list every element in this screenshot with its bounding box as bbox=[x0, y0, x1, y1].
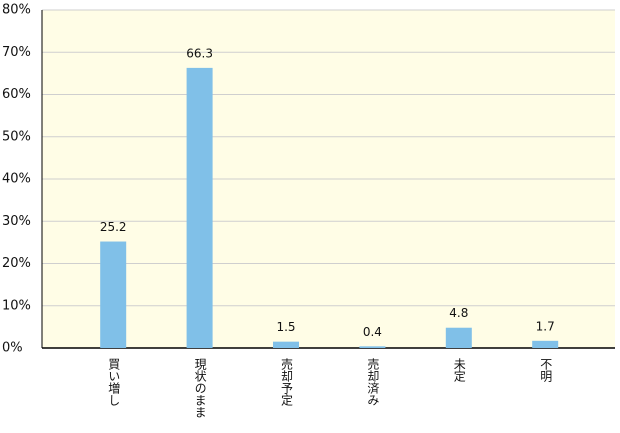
y-tick-label: 50% bbox=[2, 129, 31, 144]
bar bbox=[445, 327, 472, 348]
y-tick-label: 60% bbox=[2, 87, 31, 102]
data-label: 1.5 bbox=[276, 320, 295, 334]
y-tick-label: 30% bbox=[2, 214, 31, 229]
bar bbox=[186, 67, 213, 348]
x-tick-label: 売却済み bbox=[366, 357, 380, 406]
x-tick-label: 未定 bbox=[452, 358, 466, 383]
bar bbox=[359, 346, 386, 348]
data-label: 0.4 bbox=[363, 325, 382, 339]
y-tick-label: 80% bbox=[2, 3, 31, 18]
data-label: 1.7 bbox=[536, 319, 555, 333]
bar bbox=[532, 340, 559, 348]
x-tick-label: 不明 bbox=[539, 358, 553, 383]
bar bbox=[100, 241, 127, 348]
data-label: 66.3 bbox=[186, 46, 213, 60]
x-tick-label: 売却予定 bbox=[280, 357, 294, 407]
y-tick-label: 10% bbox=[2, 298, 31, 313]
bar bbox=[273, 341, 299, 348]
x-tick-label: 現状のまま bbox=[193, 358, 207, 418]
data-label: 25.2 bbox=[100, 220, 127, 234]
y-tick-label: 40% bbox=[2, 172, 31, 187]
x-tick-label: 買い増し bbox=[107, 358, 121, 406]
data-label: 4.8 bbox=[449, 306, 468, 320]
y-tick-label: 20% bbox=[2, 256, 31, 271]
y-tick-label: 0% bbox=[2, 341, 23, 356]
y-tick-label: 70% bbox=[2, 45, 31, 60]
